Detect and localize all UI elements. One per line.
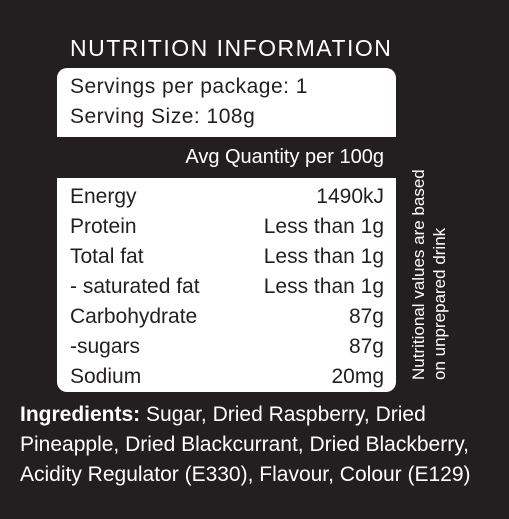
nutrient-row: Carbohydrate 87g bbox=[70, 302, 384, 332]
nutrient-name: Carbohydrate bbox=[70, 305, 198, 328]
nutrient-value: Less than 1g bbox=[263, 275, 384, 298]
nutrition-panel: Servings per package: 1 Serving Size: 10… bbox=[57, 68, 396, 392]
nutrient-value: Less than 1g bbox=[263, 245, 384, 268]
nutrient-name: Energy bbox=[70, 185, 137, 208]
nutrient-name: -sugars bbox=[70, 335, 141, 358]
nutrition-title: NUTRITION INFORMATION bbox=[70, 35, 393, 61]
nutrient-value: 87g bbox=[348, 335, 384, 358]
nutrient-row: -sugars 87g bbox=[70, 332, 384, 362]
nutrient-value: 1490kJ bbox=[316, 185, 384, 208]
servings-per-package: Servings per package: 1 bbox=[70, 75, 308, 98]
nutrient-name: Sodium bbox=[70, 365, 142, 388]
note-line-1: Nutritional values are based bbox=[409, 169, 428, 380]
nutrient-name: Total fat bbox=[70, 245, 144, 268]
ingredients-label: Ingredients: bbox=[20, 403, 141, 426]
column-header-bar: Avg Quantity per 100g bbox=[57, 137, 396, 178]
nutrient-row: Energy 1490kJ bbox=[70, 182, 384, 212]
nutrient-value: 20mg bbox=[331, 365, 384, 388]
nutrient-value: Less than 1g bbox=[263, 215, 384, 238]
nutrient-name: - saturated fat bbox=[70, 275, 200, 298]
nutritional-values-note: Nutritional values are based on unprepar… bbox=[408, 140, 450, 380]
nutrient-row: Protein Less than 1g bbox=[70, 212, 384, 242]
nutrient-value: 87g bbox=[348, 305, 384, 328]
nutrient-row: - saturated fat Less than 1g bbox=[70, 272, 384, 302]
ingredients-text: Sugar, Dried Raspberry, Dried Pineapple,… bbox=[20, 403, 471, 486]
nutrient-row: Total fat Less than 1g bbox=[70, 242, 384, 272]
ingredients-section: Ingredients: Sugar, Dried Raspberry, Dri… bbox=[20, 400, 500, 490]
column-header: Avg Quantity per 100g bbox=[185, 146, 384, 168]
serving-size: Serving Size: 108g bbox=[70, 105, 256, 128]
note-line-2: on unprepared drink bbox=[430, 227, 449, 380]
nutrient-table: Energy 1490kJ Protein Less than 1g Total… bbox=[70, 178, 384, 392]
nutrient-row: Sodium 20mg bbox=[70, 362, 384, 392]
nutrient-name: Protein bbox=[70, 215, 137, 238]
